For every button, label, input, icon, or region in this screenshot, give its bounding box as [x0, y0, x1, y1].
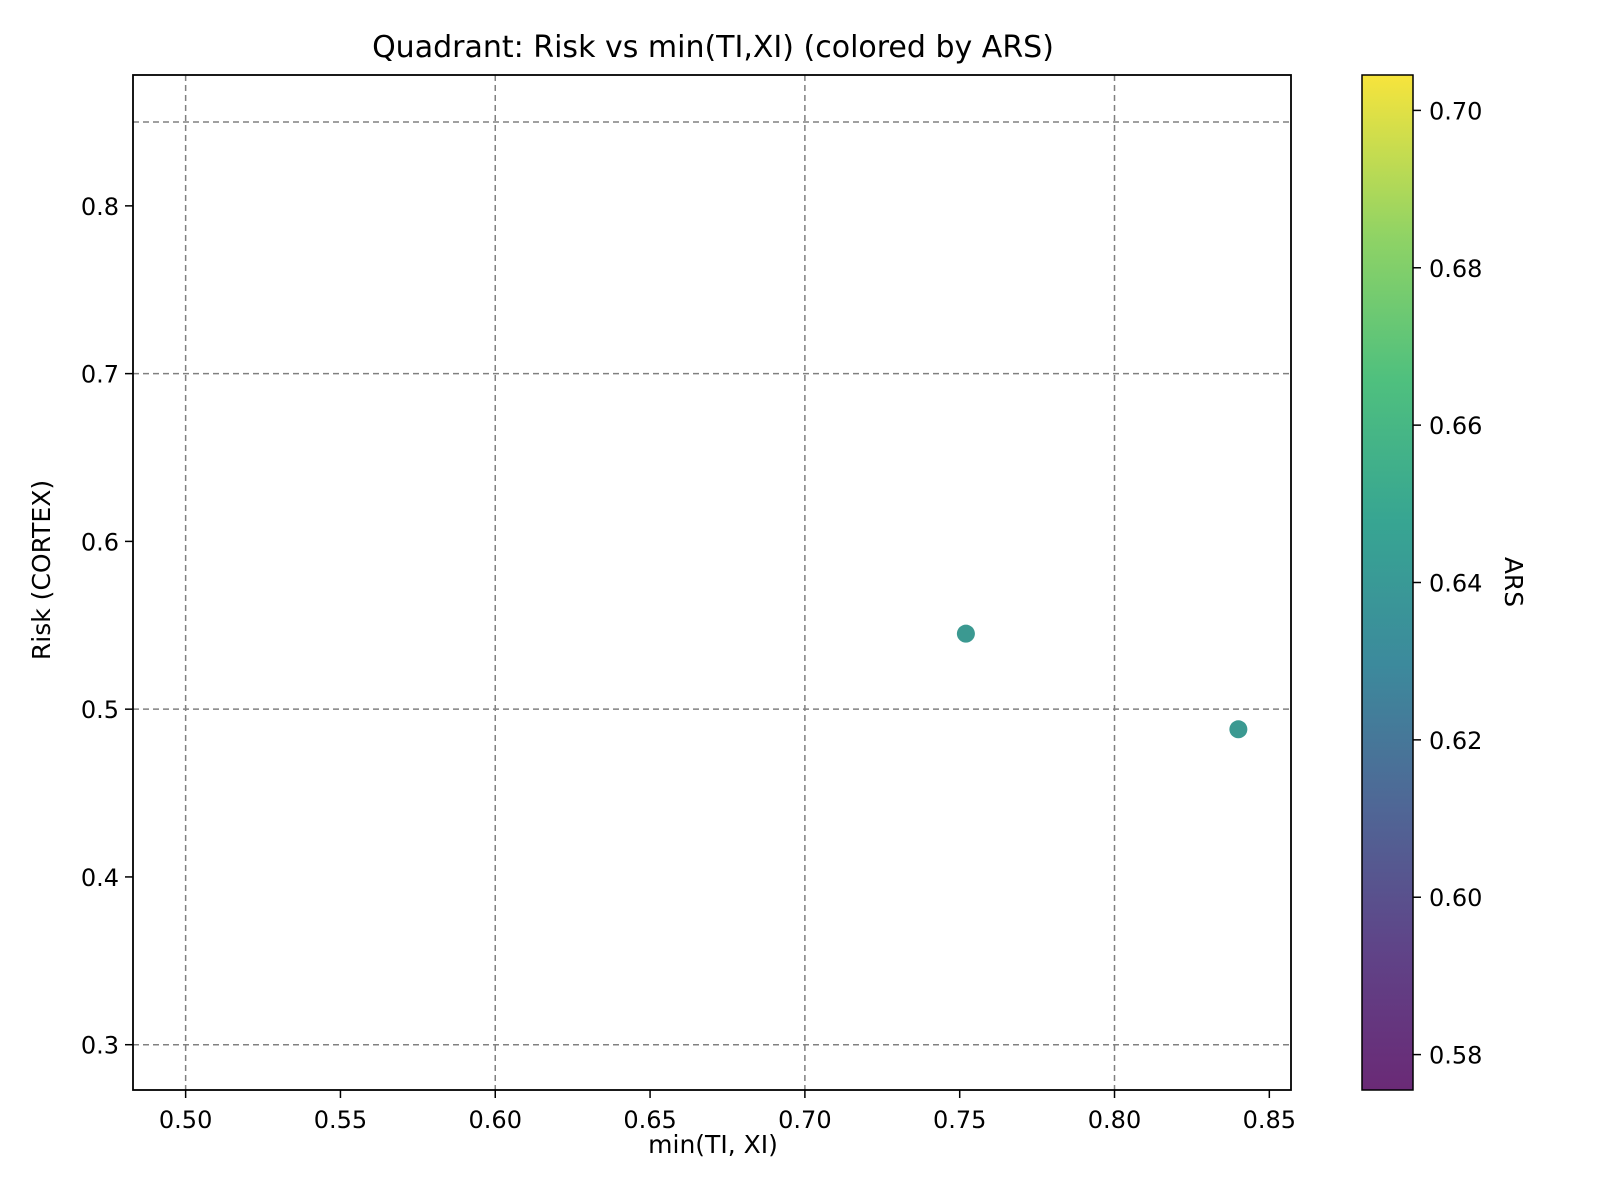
- x-axis-label: min(TI, XI): [648, 1130, 778, 1159]
- colorbar-tick-label: 0.68: [1429, 255, 1482, 283]
- x-tick-label: 0.65: [623, 1106, 676, 1134]
- plot-area: 0.50 0.55 0.60 0.65 0.70 0.75 0.80 0.85 0.3 0.4 0.…: [81, 74, 1296, 1134]
- colorbar-tick-label: 0.60: [1429, 884, 1482, 912]
- y-tick-label: 0.8: [81, 193, 119, 221]
- scatter-point: [1229, 720, 1248, 739]
- x-tick-label: 0.55: [314, 1106, 367, 1134]
- x-tick-label: 0.60: [469, 1106, 522, 1134]
- scatter-point: [956, 624, 975, 643]
- colorbar-label: ARS: [1499, 557, 1528, 607]
- x-tick-label: 0.85: [1243, 1106, 1296, 1134]
- y-tick-label: 0.5: [81, 696, 119, 724]
- chart-title: Quadrant: Risk vs min(TI,XI) (colored by…: [372, 30, 1054, 65]
- y-tick-label: 0.3: [81, 1032, 119, 1060]
- x-tick-label: 0.70: [778, 1106, 831, 1134]
- colorbar-tick-label: 0.66: [1429, 412, 1482, 440]
- colorbar-tick-label: 0.70: [1429, 97, 1482, 125]
- colorbar-tick-label: 0.62: [1429, 727, 1482, 755]
- x-tick-label: 0.80: [1088, 1106, 1141, 1134]
- colorbar-tick-label: 0.58: [1429, 1042, 1482, 1070]
- y-tick-label: 0.4: [81, 864, 119, 892]
- colorbar-tick-label: 0.64: [1429, 570, 1482, 598]
- x-tick-label: 0.50: [159, 1106, 212, 1134]
- y-tick-label: 0.6: [81, 528, 119, 556]
- colorbar-gradient: [1361, 74, 1414, 1091]
- x-tick-label: 0.75: [933, 1106, 986, 1134]
- y-tick-label: 0.7: [81, 361, 119, 389]
- colorbar: 0.58 0.60 0.62 0.64 0.66 0.68 0.70 ARS: [1361, 74, 1528, 1091]
- y-axis-label: Risk (CORTEX): [27, 480, 56, 660]
- axes-frame: [132, 74, 1292, 1091]
